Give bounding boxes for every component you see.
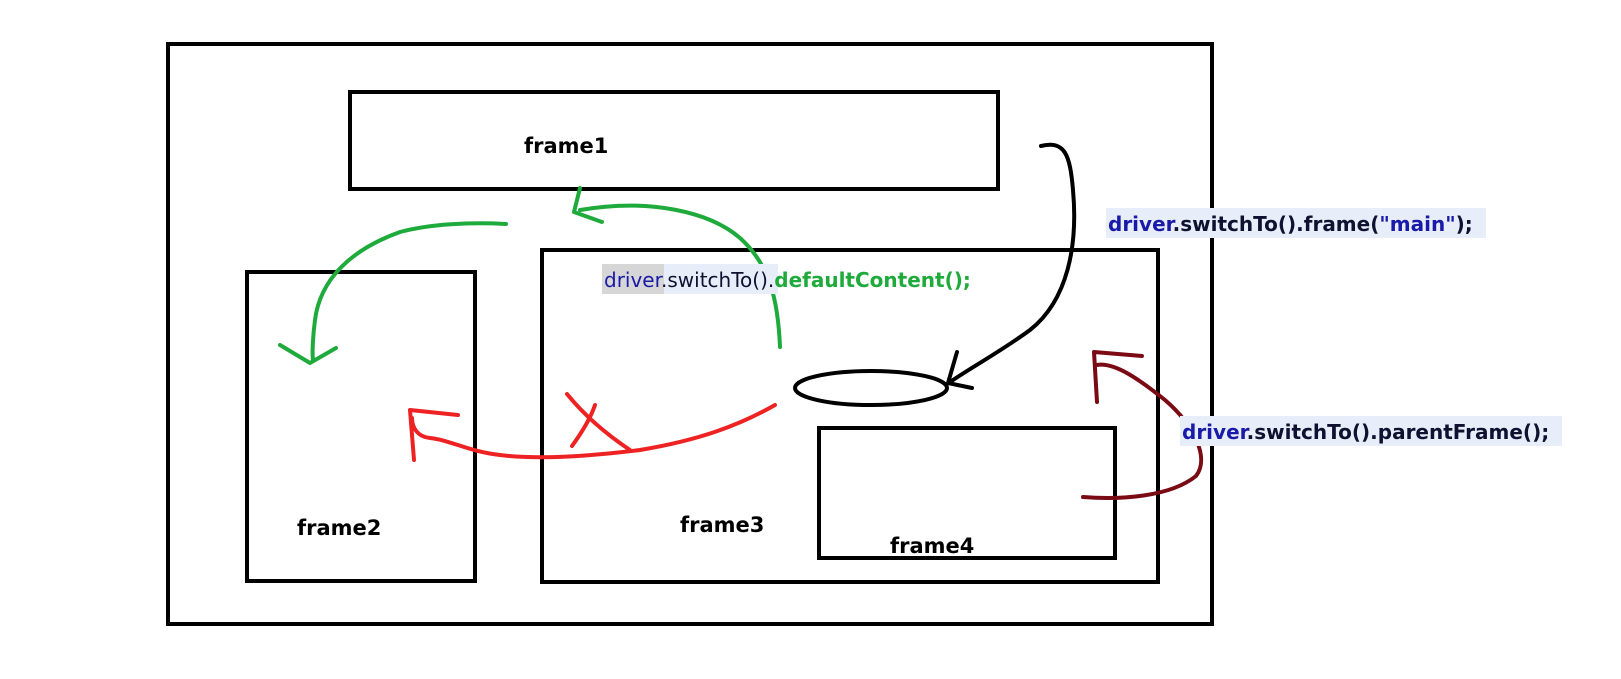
- parent-frame-object: driver: [1182, 420, 1250, 444]
- green-arrowhead-frame2: [278, 343, 338, 365]
- default-content-name: defaultContent();: [774, 268, 971, 292]
- default-content-method: .switchTo().: [661, 268, 774, 292]
- default-content-object-highlight: [602, 264, 664, 294]
- black-arrowhead: [946, 350, 974, 390]
- parent-frame-highlight: [1180, 416, 1562, 446]
- frame-main-arg: "main": [1379, 212, 1455, 236]
- default-content-object: driver: [604, 268, 664, 292]
- frame-main-method: .switchTo().frame(: [1173, 212, 1380, 236]
- frame-main-call: driver.switchTo().frame("main");: [1108, 212, 1473, 236]
- green-arrow-to-frame1: [578, 203, 782, 349]
- frame2-box: [245, 270, 477, 583]
- frame4-label: frame4: [890, 534, 974, 558]
- default-content-call: driver.switchTo().defaultContent();: [604, 268, 971, 292]
- frame2-label: frame2: [297, 516, 381, 540]
- parent-frame-method: .switchTo().parentFrame();: [1247, 420, 1550, 444]
- green-arrowhead-frame1: [572, 186, 604, 224]
- red-arrowhead: [408, 408, 460, 462]
- black-arrow-to-main: [948, 142, 1077, 384]
- frame3-label: frame3: [680, 513, 764, 537]
- frame-main-end: );: [1456, 212, 1473, 236]
- frame-main-highlight: [1106, 208, 1486, 238]
- frame4-box: [817, 426, 1117, 560]
- red-cross-mark: [565, 392, 632, 452]
- frame3-box: [540, 248, 1160, 584]
- target-ellipse: [793, 369, 949, 407]
- outer-page-box: [166, 42, 1214, 626]
- green-arrow-to-frame2: [310, 221, 508, 362]
- frame-main-object: driver: [1108, 212, 1176, 236]
- frame1-box: [348, 90, 1000, 191]
- frame1-label: frame1: [524, 134, 608, 158]
- maroon-arrowhead: [1092, 350, 1144, 404]
- parent-frame-call: driver.switchTo().parentFrame();: [1182, 420, 1549, 444]
- red-arrow-to-frame2: [410, 403, 777, 460]
